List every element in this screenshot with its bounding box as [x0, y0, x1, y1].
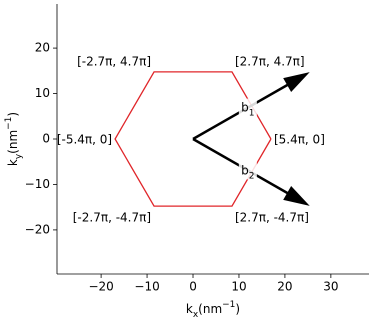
- vertex-label: [2.7π, 4.7π]: [235, 54, 305, 68]
- x-axis-label-sup: −1: [222, 300, 235, 310]
- arrow-label: b2: [241, 163, 254, 181]
- arrow-label-sub: 2: [249, 171, 255, 181]
- x-tick-label: −20: [88, 280, 113, 294]
- x-axis-label-end: ): [235, 302, 240, 316]
- y-axis-label: ky(nm−1): [4, 112, 24, 166]
- x-axis-label: kx(nm−1): [186, 300, 240, 320]
- vertex-label: [2.7π, -4.7π]: [235, 211, 309, 225]
- arrow-label-bg: [238, 161, 257, 180]
- y-axis-label-sup: −1: [4, 117, 14, 130]
- vertex-label: [-2.7π, 4.7π]: [77, 54, 151, 68]
- y-tick-label: 0: [42, 132, 50, 146]
- y-axis-label-end: ): [6, 112, 20, 117]
- vertex-label: [-5.4π, 0]: [57, 133, 112, 147]
- y-tick-label: −10: [25, 177, 50, 191]
- arrow-label-sub: 1: [249, 108, 255, 118]
- arrow-label-text: b: [241, 163, 249, 177]
- vertex-label: [5.4π, 0]: [274, 133, 325, 147]
- x-tick-label: −10: [134, 280, 159, 294]
- series-line: [114, 71, 272, 207]
- arrow-head: [283, 185, 310, 206]
- arrow-label: b1: [241, 100, 254, 118]
- x-axis-label-text: k: [186, 302, 193, 316]
- x-tick-label: 10: [231, 280, 246, 294]
- arrow-label-text: b: [241, 100, 249, 114]
- x-tick-label: 30: [323, 280, 338, 294]
- y-axis-label-post: (nm: [6, 130, 20, 154]
- vertex-label: [-2.7π, -4.7π]: [73, 211, 151, 225]
- y-tick-label: 20: [35, 41, 50, 55]
- y-axis-label-text: k: [6, 159, 20, 166]
- arrow-head: [283, 72, 310, 93]
- y-axis-label-sub: y: [14, 153, 24, 159]
- arrow-label-bg: [238, 98, 257, 117]
- y-tick-label: 10: [35, 86, 50, 100]
- y-tick-label: −20: [25, 222, 50, 236]
- x-tick-label: 20: [277, 280, 292, 294]
- x-axis-label-post: (nm: [198, 302, 222, 316]
- x-axis-label-sub: x: [193, 310, 199, 320]
- x-tick-label: 0: [189, 280, 197, 294]
